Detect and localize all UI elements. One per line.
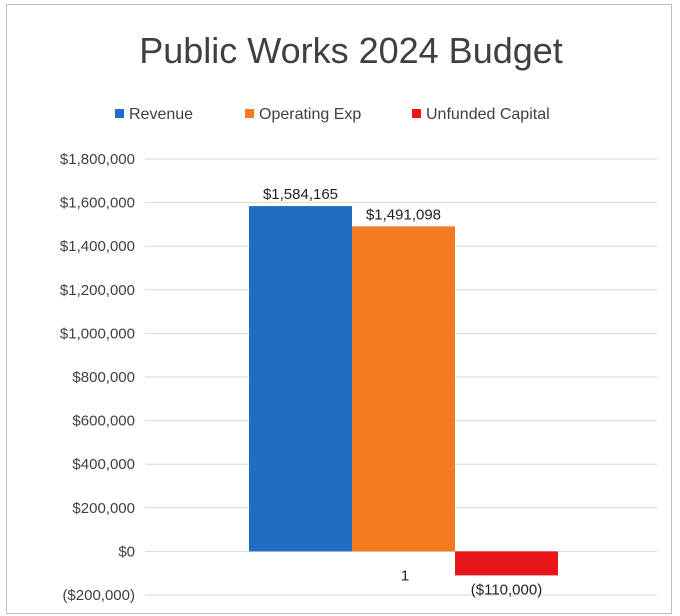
y-tick-label: $400,000: [72, 456, 135, 473]
legend-swatch-revenue: [115, 109, 124, 118]
y-tick-label: $1,600,000: [60, 195, 135, 212]
x-axis: 1: [401, 567, 409, 584]
chart-svg: Public Works 2024 Budget Revenue Operatin…: [60, 30, 657, 604]
bars: [249, 206, 558, 576]
legend-label-operating-exp: Operating Exp: [259, 106, 361, 123]
bar-unfunded-capital: [455, 551, 558, 576]
legend-swatch-operating-exp: [245, 109, 254, 118]
data-labels: $1,584,165 $1,491,098 ($110,000): [263, 186, 542, 598]
data-label-operating-exp: $1,491,098: [366, 206, 441, 223]
y-tick-label: ($200,000): [62, 587, 135, 604]
y-tick-label: $800,000: [72, 369, 135, 386]
data-label-revenue: $1,584,165: [263, 186, 338, 203]
legend-label-unfunded-capital: Unfunded Capital: [426, 106, 550, 123]
y-tick-label: $600,000: [72, 413, 135, 430]
chart-title: Public Works 2024 Budget: [139, 30, 563, 71]
y-tick-label: $1,800,000: [60, 151, 135, 168]
legend-label-revenue: Revenue: [129, 106, 193, 123]
y-tick-label: $1,000,000: [60, 325, 135, 342]
x-category-label: 1: [401, 567, 409, 584]
y-tick-label: $200,000: [72, 500, 135, 517]
chart-frame: Public Works 2024 Budget Revenue Operatin…: [6, 4, 672, 614]
bar-revenue: [249, 206, 352, 552]
y-tick-label: $1,400,000: [60, 238, 135, 255]
legend-swatch-unfunded-capital: [412, 109, 421, 118]
chart-legend: Revenue Operating Exp Unfunded Capital: [115, 106, 550, 123]
y-axis: $1,800,000 $1,600,000 $1,400,000 $1,200,000…: [60, 151, 135, 604]
y-tick-label: $1,200,000: [60, 282, 135, 299]
data-label-unfunded-capital: ($110,000): [471, 581, 542, 598]
bar-operating-exp: [352, 226, 455, 552]
y-tick-label: $0: [118, 543, 135, 560]
